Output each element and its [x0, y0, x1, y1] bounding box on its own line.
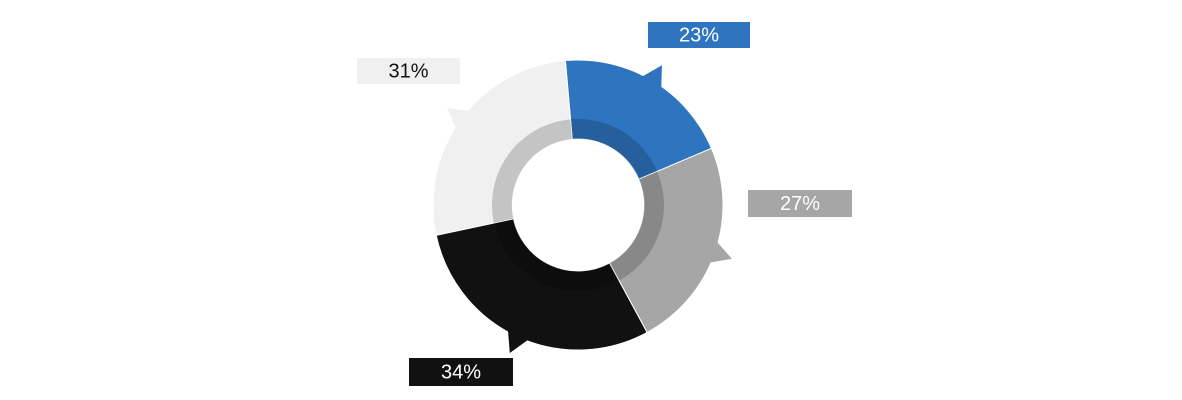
segment-group	[435, 218, 648, 354]
donut-hole	[512, 139, 644, 271]
pointer	[639, 65, 662, 92]
value-label: 31%	[388, 60, 428, 82]
label-box	[748, 190, 852, 217]
value-label: 23%	[679, 24, 719, 46]
pointer	[706, 239, 732, 264]
segment-shade	[493, 218, 620, 291]
label-box	[409, 358, 513, 386]
value-label: 34%	[441, 361, 481, 383]
label-box	[357, 58, 460, 84]
segment-shade	[609, 171, 664, 281]
pointer	[507, 327, 531, 354]
segment-shade	[492, 119, 573, 223]
pointer	[446, 108, 473, 132]
value-label: 27%	[780, 193, 820, 215]
segment-group	[564, 59, 713, 180]
label-box	[648, 22, 750, 48]
segment-shade	[570, 119, 658, 180]
